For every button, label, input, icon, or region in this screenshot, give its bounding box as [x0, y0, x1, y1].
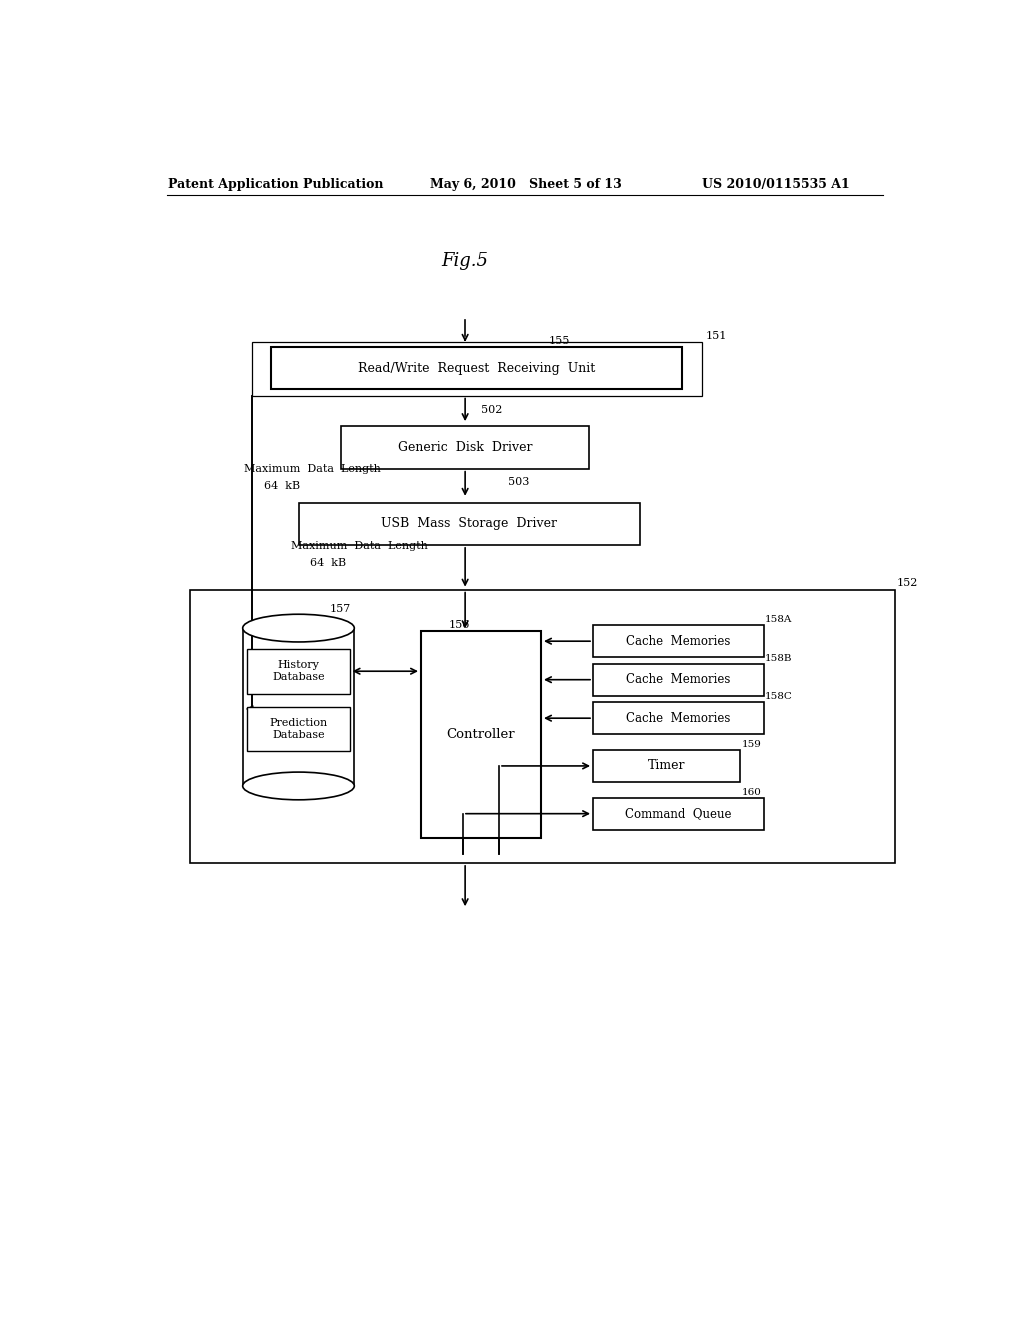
Text: Cache  Memories: Cache Memories [626, 635, 730, 648]
Text: 158B: 158B [765, 653, 793, 663]
Text: 151: 151 [706, 331, 727, 341]
Text: 152: 152 [897, 578, 919, 589]
Text: 502: 502 [480, 405, 502, 416]
FancyBboxPatch shape [248, 649, 349, 693]
FancyBboxPatch shape [190, 590, 895, 863]
FancyBboxPatch shape [593, 797, 764, 830]
Text: Cache  Memories: Cache Memories [626, 673, 730, 686]
Text: History
Database: History Database [272, 660, 325, 682]
Ellipse shape [243, 614, 354, 642]
Text: 155: 155 [549, 337, 569, 346]
Text: 158C: 158C [765, 692, 793, 701]
FancyBboxPatch shape [421, 631, 541, 838]
Text: Maximum  Data  Length: Maximum Data Length [291, 541, 428, 552]
Ellipse shape [245, 615, 352, 640]
FancyBboxPatch shape [248, 706, 349, 751]
Text: Generic  Disk  Driver: Generic Disk Driver [398, 441, 532, 454]
Text: 156: 156 [449, 619, 470, 630]
Text: Controller: Controller [446, 727, 515, 741]
Text: 503: 503 [508, 477, 529, 487]
Text: USB  Mass  Storage  Driver: USB Mass Storage Driver [381, 517, 557, 531]
Text: Prediction
Database: Prediction Database [269, 718, 328, 739]
Bar [243, 628, 354, 785]
Text: 64  kB: 64 kB [263, 480, 300, 491]
FancyBboxPatch shape [593, 664, 764, 696]
Text: 159: 159 [741, 741, 762, 748]
FancyBboxPatch shape [593, 702, 764, 734]
Text: Fig.5: Fig.5 [441, 252, 488, 271]
Text: Cache  Memories: Cache Memories [626, 711, 730, 725]
Text: Timer: Timer [648, 759, 685, 772]
Text: May 6, 2010   Sheet 5 of 13: May 6, 2010 Sheet 5 of 13 [430, 178, 622, 190]
FancyBboxPatch shape [593, 626, 764, 657]
FancyBboxPatch shape [299, 503, 640, 545]
Text: Command  Queue: Command Queue [625, 807, 731, 820]
Text: Maximum  Data  Length: Maximum Data Length [245, 465, 381, 474]
FancyBboxPatch shape [341, 426, 589, 469]
Text: Read/Write  Request  Receiving  Unit: Read/Write Request Receiving Unit [358, 362, 595, 375]
Text: 157: 157 [330, 605, 351, 614]
FancyBboxPatch shape [593, 750, 740, 781]
FancyBboxPatch shape [271, 347, 682, 389]
Text: 158A: 158A [765, 615, 793, 624]
Text: US 2010/0115535 A1: US 2010/0115535 A1 [701, 178, 849, 190]
Text: 160: 160 [741, 788, 762, 797]
Ellipse shape [243, 772, 354, 800]
FancyBboxPatch shape [252, 342, 701, 396]
Text: Patent Application Publication: Patent Application Publication [168, 178, 384, 190]
Text: 64  kB: 64 kB [310, 558, 346, 568]
